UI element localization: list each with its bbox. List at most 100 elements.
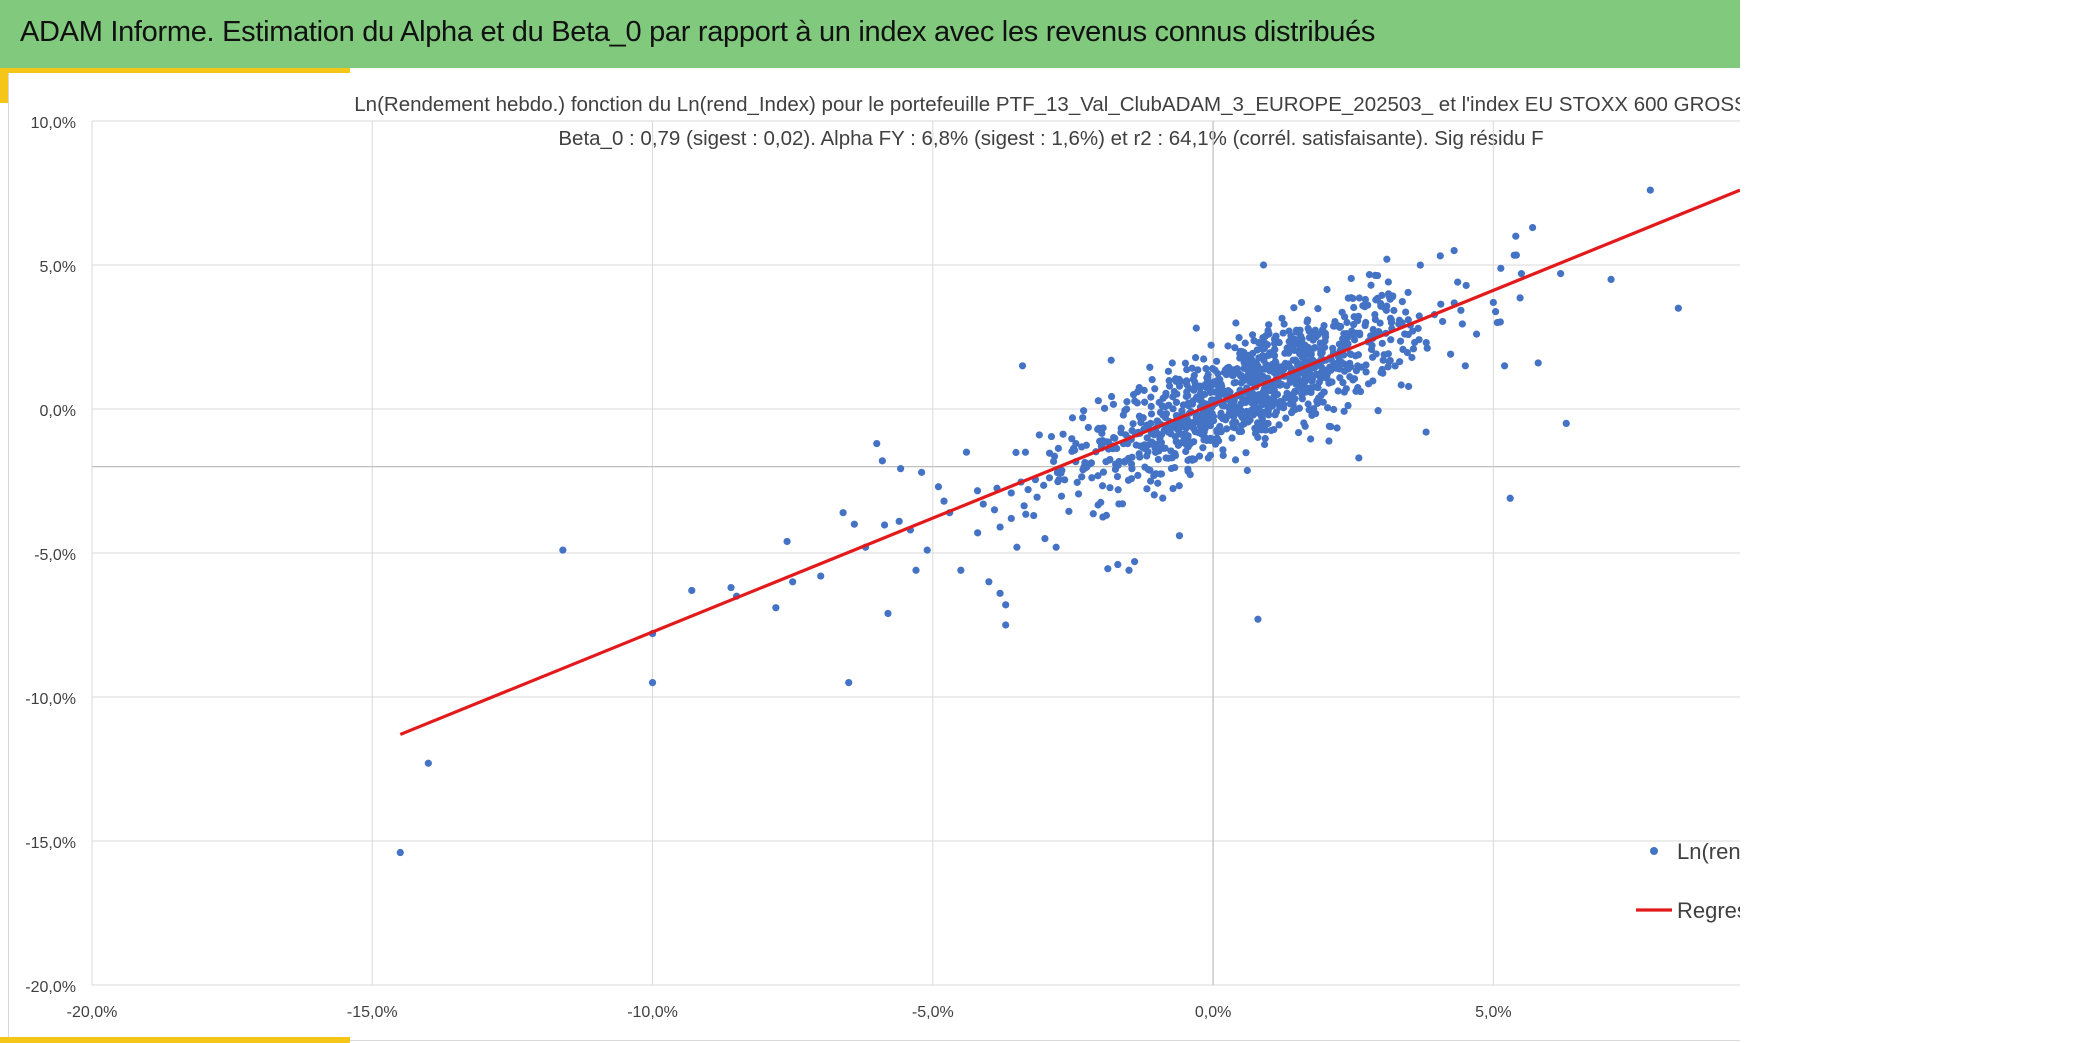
- data-point: [880, 521, 889, 529]
- x-tick-label: -15,0%: [347, 1004, 398, 1021]
- data-point: [1321, 333, 1330, 341]
- data-point: [1013, 543, 1021, 551]
- data-point: [1361, 321, 1369, 330]
- data-point: [1169, 484, 1177, 493]
- data-point: [1230, 379, 1238, 387]
- x-tick-label: 0,0%: [1195, 1004, 1231, 1021]
- data-point: [1190, 438, 1198, 446]
- scatter-chart: Ln(Rendement hebdo.) fonction du Ln(rend…: [25, 93, 1740, 1021]
- data-point: [1222, 371, 1231, 379]
- data-point: [688, 586, 696, 595]
- data-point: [1235, 333, 1243, 342]
- data-point: [1100, 404, 1109, 412]
- data-point: [1184, 465, 1192, 473]
- data-point: [1334, 387, 1342, 395]
- data-point: [1238, 348, 1246, 356]
- data-point: [1398, 298, 1406, 306]
- data-point: [1350, 336, 1359, 344]
- data-point: [1094, 472, 1102, 480]
- data-point: [1346, 350, 1354, 358]
- data-point: [1088, 474, 1096, 482]
- data-point: [1081, 464, 1090, 472]
- data-point: [1237, 422, 1246, 430]
- data-point: [1337, 322, 1345, 331]
- data-point: [1528, 223, 1537, 232]
- data-point: [1404, 382, 1413, 391]
- data-point: [1278, 314, 1286, 322]
- regression-line: [399, 188, 1740, 736]
- data-point: [1516, 294, 1524, 302]
- data-point: [918, 468, 926, 476]
- data-point: [1286, 363, 1294, 371]
- data-point: [940, 497, 948, 505]
- data-point: [1325, 437, 1333, 445]
- data-point: [1384, 278, 1392, 286]
- data-point: [1252, 374, 1260, 382]
- data-point: [1208, 409, 1216, 417]
- legend[interactable]: Ln(rend Regres: [1636, 839, 1740, 923]
- data-point: [1355, 454, 1363, 462]
- data-point: [1208, 396, 1216, 404]
- data-point: [1215, 425, 1223, 433]
- data-point: [1194, 366, 1202, 374]
- data-point: [884, 609, 892, 618]
- data-point: [1305, 333, 1314, 342]
- data-point: [1098, 482, 1107, 490]
- data-point: [1496, 318, 1504, 326]
- data-point: [1242, 449, 1250, 457]
- data-point: [1270, 394, 1278, 402]
- data-point: [1220, 402, 1228, 410]
- data-point: [1324, 366, 1332, 374]
- data-point: [1416, 261, 1424, 269]
- data-point: [1178, 407, 1186, 415]
- data-point: [1128, 465, 1136, 473]
- data-point: [1275, 338, 1283, 347]
- data-point: [1236, 354, 1244, 362]
- data-point: [974, 529, 982, 537]
- data-point: [1167, 430, 1175, 438]
- data-point: [1436, 252, 1444, 260]
- data-point: [957, 566, 965, 574]
- data-point: [1267, 426, 1275, 435]
- data-point: [1517, 270, 1525, 278]
- data-point: [1329, 344, 1337, 352]
- legend-label-regression[interactable]: Regres: [1677, 898, 1740, 923]
- data-point: [1181, 359, 1190, 367]
- data-point: [1260, 440, 1269, 449]
- data-point: [1290, 304, 1298, 312]
- data-point: [1121, 457, 1129, 465]
- data-point: [1309, 405, 1318, 413]
- page-title: ADAM Informe. Estimation du Alpha et du …: [20, 16, 1376, 48]
- data-point: [1197, 429, 1205, 437]
- data-point: [1127, 475, 1136, 483]
- data-point: [1183, 439, 1191, 448]
- data-point: [1462, 281, 1470, 290]
- data-point: [895, 517, 903, 525]
- data-point: [1002, 601, 1010, 609]
- data-point: [1224, 387, 1232, 395]
- data-point: [1106, 455, 1114, 464]
- data-point: [1270, 368, 1278, 377]
- legend-label-points[interactable]: Ln(rend: [1677, 839, 1740, 864]
- data-point: [1224, 342, 1232, 350]
- data-point: [1249, 400, 1257, 408]
- data-point: [1080, 407, 1088, 415]
- data-point: [1235, 427, 1243, 436]
- data-point: [1317, 375, 1325, 383]
- data-point: [783, 537, 791, 546]
- data-point: [1213, 357, 1221, 365]
- data-point: [1151, 448, 1160, 456]
- data-point: [1260, 345, 1268, 353]
- data-point: [1314, 305, 1322, 313]
- data-point: [1150, 491, 1158, 499]
- data-point: [1367, 281, 1375, 289]
- y-tick-label: -15,0%: [25, 835, 76, 852]
- data-point: [1409, 327, 1417, 335]
- data-point: [1254, 433, 1262, 441]
- accent-bar-bottom: [0, 1037, 350, 1043]
- x-tick-label: 5,0%: [1475, 1004, 1511, 1021]
- data-point: [1203, 374, 1211, 382]
- data-point: [1172, 398, 1181, 406]
- data-point: [1387, 316, 1395, 324]
- data-point: [1065, 507, 1073, 515]
